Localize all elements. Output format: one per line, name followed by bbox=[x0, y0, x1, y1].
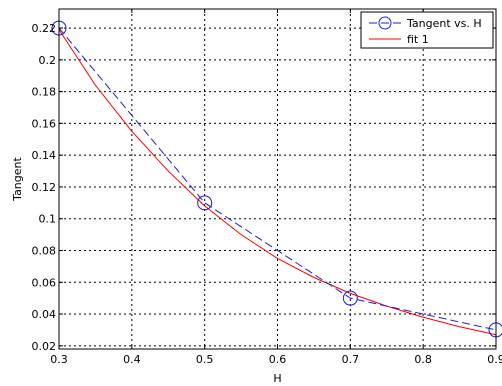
x-axis-label: H bbox=[273, 372, 281, 385]
y-tick-label: 0.14 bbox=[32, 149, 57, 162]
y-tick-label: 0.18 bbox=[32, 86, 57, 99]
x-tick-label: 0.6 bbox=[269, 353, 287, 366]
data-point-tangent-vs-h bbox=[197, 195, 213, 211]
y-tick-label: 0.22 bbox=[32, 22, 57, 35]
y-axis-label: Tangent bbox=[11, 156, 24, 201]
legend-label-tangent-vs-h: Tangent vs. H bbox=[406, 17, 482, 30]
y-tick-label: 0.02 bbox=[32, 340, 57, 353]
x-tick-label: 0.4 bbox=[123, 353, 141, 366]
series-line-tangent-vs-h bbox=[58, 27, 497, 331]
legend: Tangent vs. H fit 1 bbox=[360, 11, 494, 49]
x-tick-label: 0.9 bbox=[487, 353, 502, 366]
legend-marker-tangent-vs-h bbox=[378, 16, 392, 30]
x-tick-label: 0.7 bbox=[342, 353, 360, 366]
y-tick-label: 0.1 bbox=[39, 213, 57, 226]
x-tick-label: 0.5 bbox=[196, 353, 214, 366]
grid bbox=[59, 9, 496, 349]
x-tick-label: 0.3 bbox=[50, 353, 68, 366]
x-tick-label: 0.8 bbox=[414, 353, 432, 366]
y-tick-label: 0.08 bbox=[32, 244, 57, 257]
y-tick-label: 0.04 bbox=[32, 308, 57, 321]
y-tick-label: 0.06 bbox=[32, 276, 57, 289]
data-point-tangent-vs-h bbox=[342, 290, 358, 306]
legend-box bbox=[360, 11, 494, 49]
y-tick-label: 0.16 bbox=[32, 117, 57, 130]
legend-label-fit-1: fit 1 bbox=[407, 33, 429, 46]
axis-ticks: 0.3 0.4 0.5 0.6 0.7 0.8 0.9 0.02 0.04 0.06 0.08 0.1… bbox=[32, 9, 502, 366]
y-tick-label: 0.12 bbox=[32, 181, 57, 194]
y-tick-label: 0.2 bbox=[39, 54, 57, 67]
series-line-fit-1 bbox=[58, 29, 497, 336]
